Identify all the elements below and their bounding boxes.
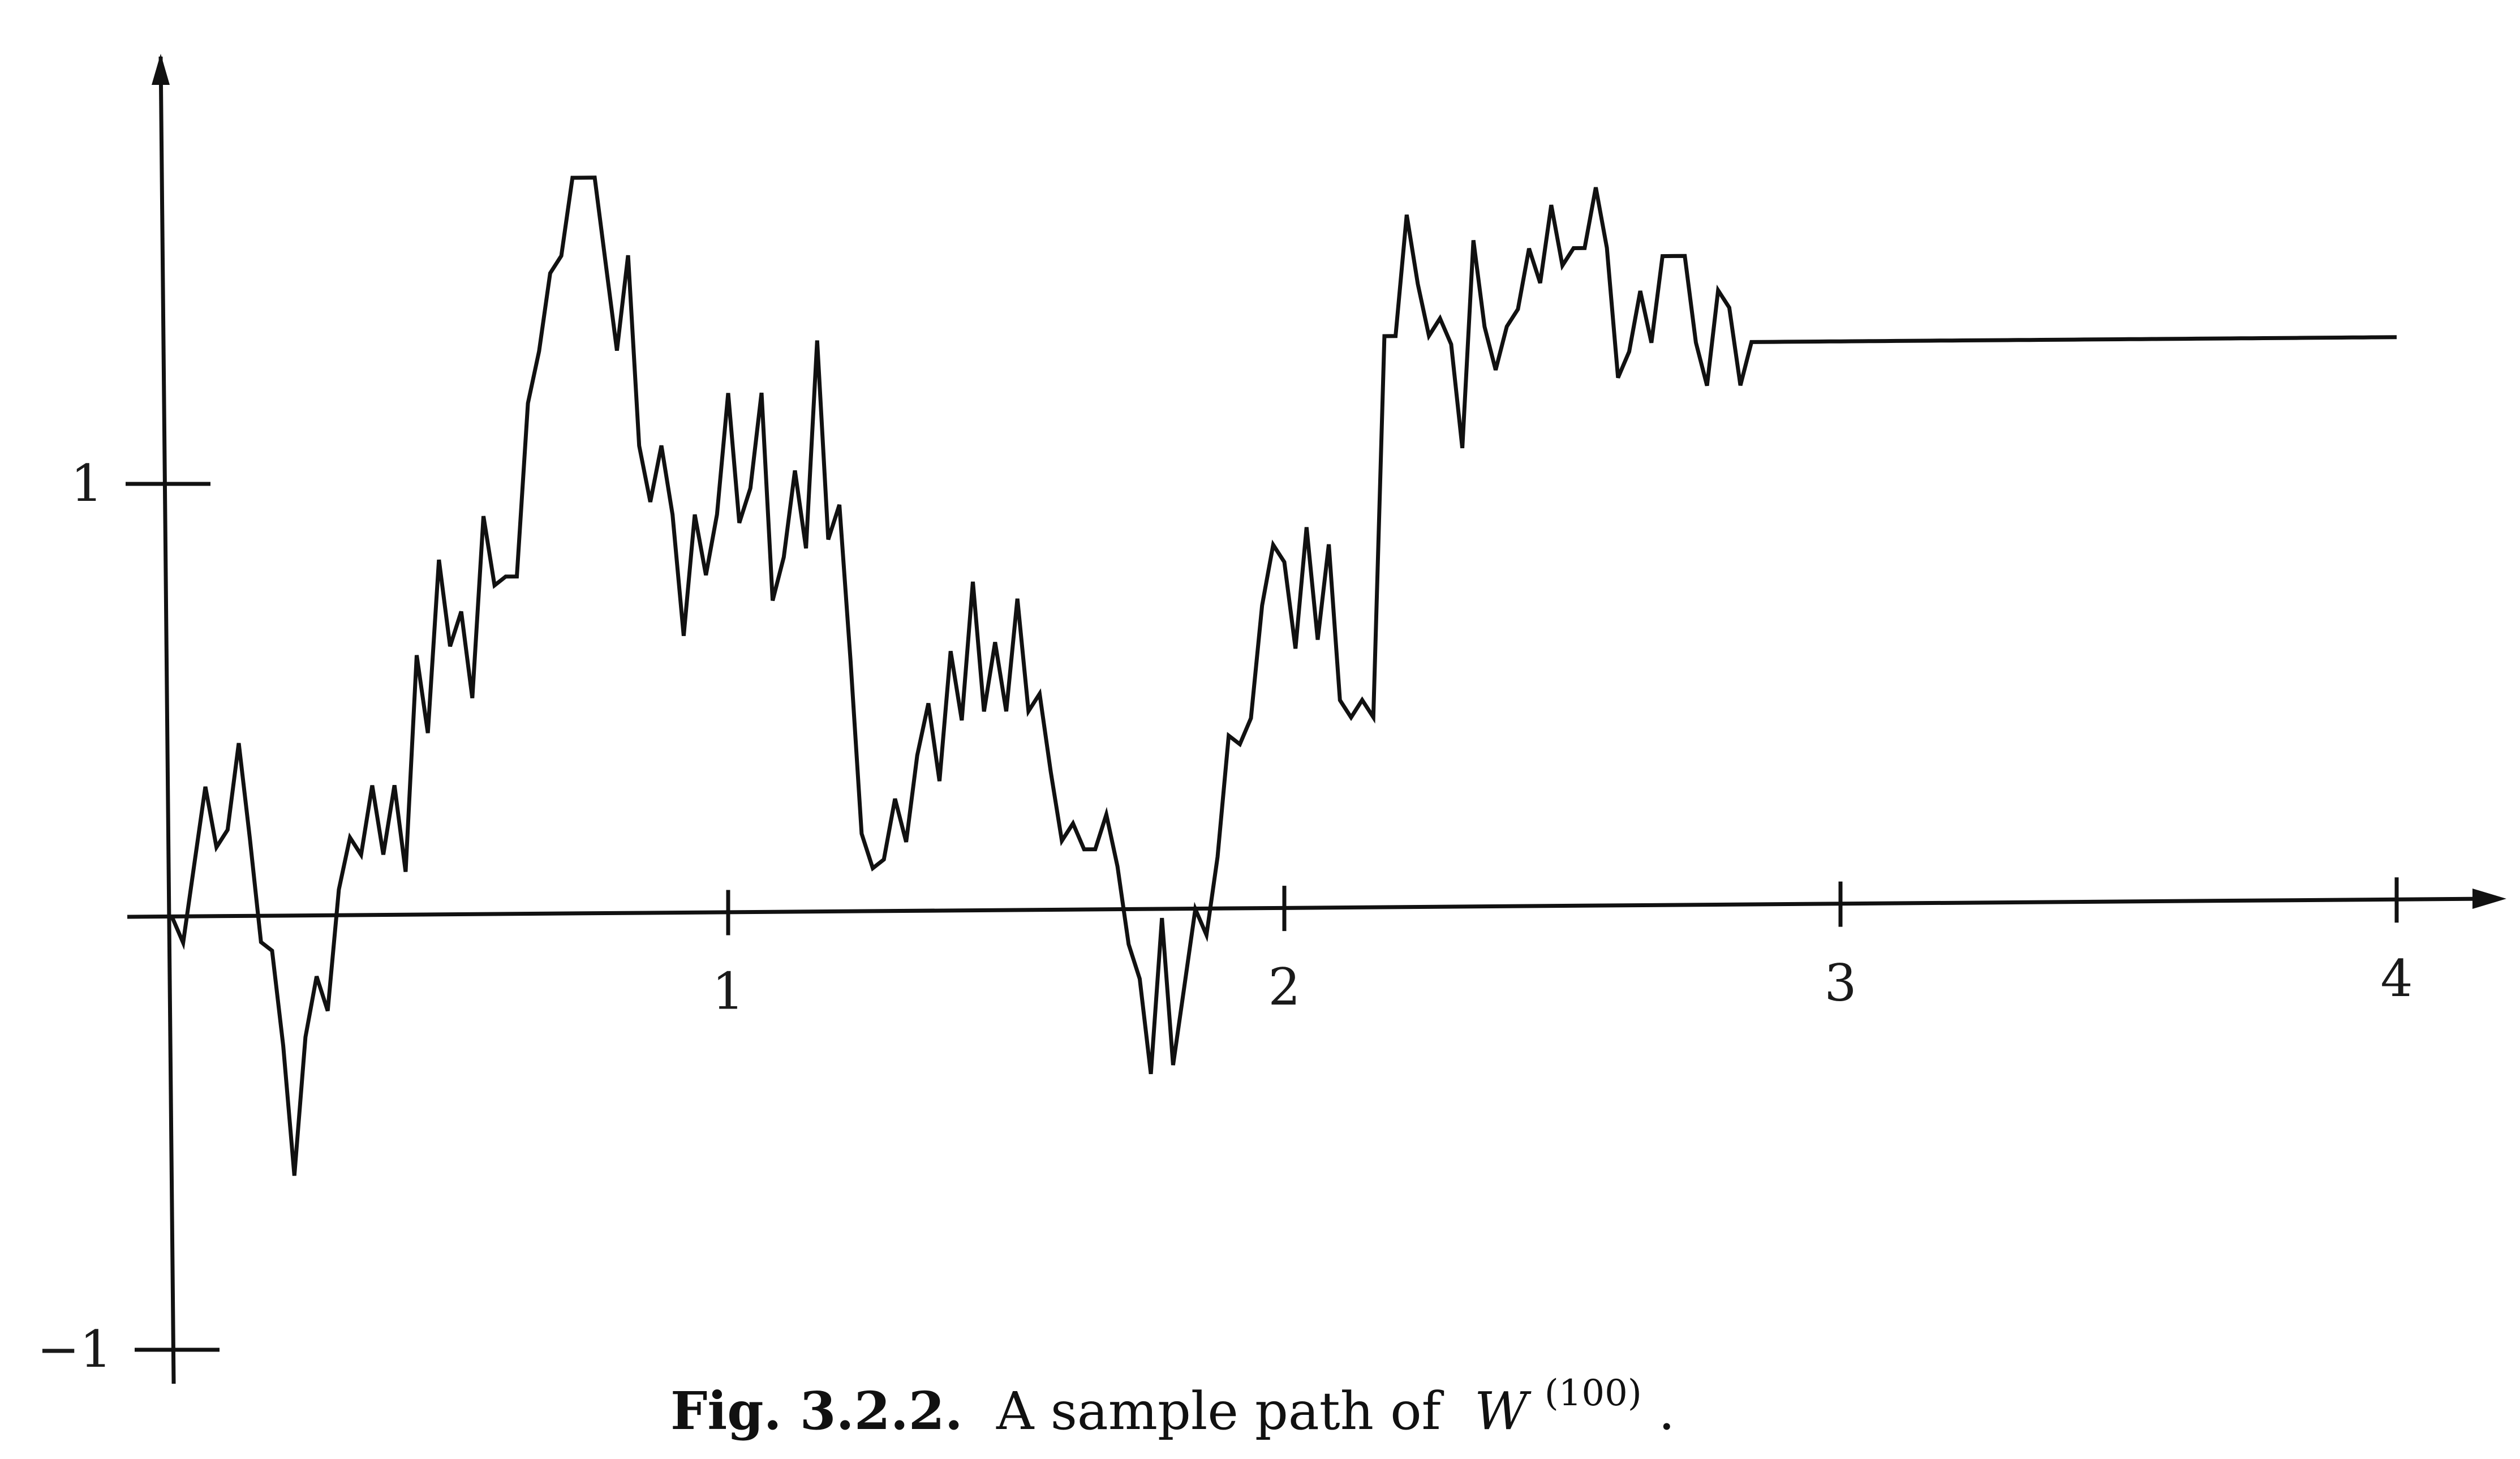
x-tick-label-4: 4 — [2380, 949, 2413, 1009]
y-tick-label-minus-1: −1 — [37, 1320, 112, 1379]
caption-symbol: W — [1474, 1381, 1532, 1441]
caption-period: . — [1658, 1381, 1675, 1441]
figure-caption: Fig. 3.2.2. A sample path of W (100) . — [670, 1357, 1675, 1441]
x-axis — [127, 896, 2490, 919]
caption-label: Fig. 3.2.2. — [670, 1380, 963, 1441]
x-tick-label-3: 3 — [1824, 954, 1856, 1013]
y-tick-label-1: 1 — [71, 454, 103, 513]
y-axis-arrow-icon — [152, 54, 170, 85]
caption-superscript: (100) — [1545, 1372, 1642, 1414]
x-tick-label-1: 1 — [712, 962, 744, 1022]
x-axis-arrow-icon — [2472, 889, 2506, 909]
sample-path-line — [170, 175, 2397, 1176]
x-tick-label-2: 2 — [1268, 958, 1300, 1017]
tick-labels-layer: 1 2 3 4 1 −1 — [37, 454, 2413, 1379]
ticks-layer — [126, 482, 2399, 1352]
y-axis — [158, 56, 176, 1384]
caption-text: A sample path of — [996, 1381, 1444, 1441]
